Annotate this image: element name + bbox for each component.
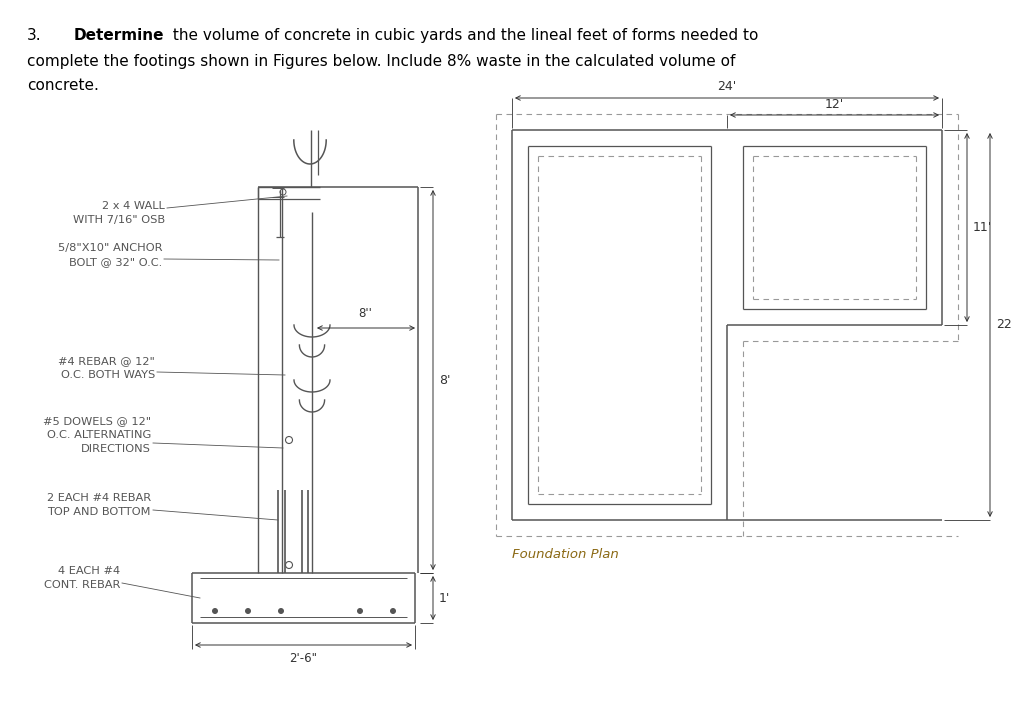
Text: 22: 22 bbox=[996, 318, 1012, 332]
Text: 2 EACH #4 REBAR
TOP AND BOTTOM: 2 EACH #4 REBAR TOP AND BOTTOM bbox=[47, 493, 151, 517]
Text: 4 EACH #4
CONT. REBAR: 4 EACH #4 CONT. REBAR bbox=[43, 566, 120, 590]
Text: 3.: 3. bbox=[27, 28, 41, 43]
Text: complete the footings shown in Figures below. Include 8% waste in the calculated: complete the footings shown in Figures b… bbox=[27, 54, 735, 69]
Text: concrete.: concrete. bbox=[27, 78, 99, 93]
Text: 11': 11' bbox=[972, 221, 992, 234]
Text: Foundation Plan: Foundation Plan bbox=[512, 548, 619, 561]
Text: 5/8"X10" ANCHOR
BOLT @ 32" O.C.: 5/8"X10" ANCHOR BOLT @ 32" O.C. bbox=[58, 243, 162, 267]
Text: #4 REBAR @ 12"
O.C. BOTH WAYS: #4 REBAR @ 12" O.C. BOTH WAYS bbox=[59, 356, 155, 380]
Text: 8'': 8'' bbox=[358, 307, 372, 320]
Text: 12': 12' bbox=[824, 98, 844, 111]
Circle shape bbox=[278, 608, 284, 614]
Circle shape bbox=[245, 608, 251, 614]
Circle shape bbox=[357, 608, 363, 614]
Text: 1': 1' bbox=[439, 591, 450, 605]
Text: 2 x 4 WALL
WITH 7/16" OSB: 2 x 4 WALL WITH 7/16" OSB bbox=[73, 201, 166, 225]
Circle shape bbox=[212, 608, 218, 614]
Circle shape bbox=[390, 608, 396, 614]
Text: 2'-6": 2'-6" bbox=[290, 652, 318, 665]
Text: 8': 8' bbox=[439, 373, 450, 387]
Text: #5 DOWELS @ 12"
O.C. ALTERNATING
DIRECTIONS: #5 DOWELS @ 12" O.C. ALTERNATING DIRECTI… bbox=[43, 416, 151, 454]
Text: the volume of concrete in cubic yards and the lineal feet of forms needed to: the volume of concrete in cubic yards an… bbox=[168, 28, 758, 43]
Text: 24': 24' bbox=[718, 80, 737, 93]
Text: Determine: Determine bbox=[74, 28, 164, 43]
